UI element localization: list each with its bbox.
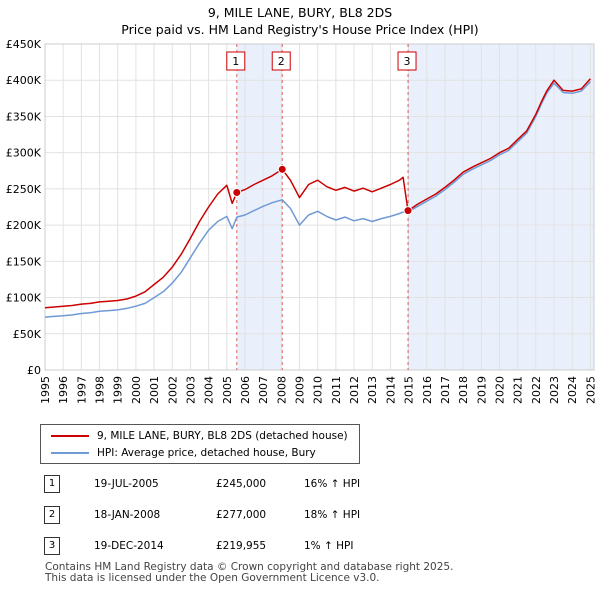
x-tick-label: 2002	[166, 376, 179, 404]
x-tick-label: 2021	[512, 376, 525, 404]
x-tick-label: 2006	[239, 376, 252, 404]
y-tick-label: £250K	[6, 183, 42, 196]
x-tick-label: 1996	[57, 376, 70, 404]
x-tick-label: 1999	[112, 376, 125, 404]
x-tick-label: 2004	[203, 376, 216, 404]
x-tick-label: 2009	[294, 376, 307, 404]
x-axis-labels: 1995 1996 1997 1998 1999 2000 2001 2002 2003 2004…	[39, 376, 597, 404]
x-tick-label: 2022	[530, 376, 543, 404]
legend-hpi-swatch	[51, 452, 89, 454]
x-tick-label: 2015	[403, 376, 416, 404]
x-tick-label: 2003	[184, 376, 197, 404]
footer-licence: This data is licensed under the Open Gov…	[45, 572, 380, 584]
transaction-label: 2	[278, 55, 285, 68]
hpi-series-line	[44, 81, 591, 318]
x-tick-label: 2025	[584, 376, 597, 404]
y-tick-label: £350K	[6, 110, 42, 123]
x-tick-label: 2014	[384, 376, 397, 404]
y-tick-label: £300K	[6, 147, 42, 160]
x-tick-label: 1998	[94, 376, 107, 404]
x-tick-label: 2001	[148, 376, 161, 404]
chart-title-block: 9, MILE LANE, BURY, BL8 2DS Price paid v…	[0, 4, 600, 38]
y-tick-label: £100K	[6, 292, 42, 305]
legend-price-swatch	[51, 435, 89, 437]
x-tick-label: 2016	[421, 376, 434, 404]
transaction-label-box	[226, 51, 246, 71]
x-tick-label: 2013	[366, 376, 379, 404]
x-tick-label: 1997	[75, 376, 88, 404]
x-tick-label: 2005	[221, 376, 234, 404]
x-tick-label: 2023	[548, 376, 561, 404]
transaction-label-box	[271, 51, 291, 71]
x-tick-label: 1995	[39, 376, 52, 404]
transaction-point	[232, 188, 242, 198]
highlight-band	[408, 44, 594, 370]
chart-title: 9, MILE LANE, BURY, BL8 2DS	[207, 5, 393, 20]
y-tick-label: £450K	[6, 38, 42, 51]
transaction-point	[277, 164, 287, 174]
x-tick-label: 2008	[275, 376, 288, 404]
footer: Contains HM Land Registry data © Crown c…	[45, 562, 453, 584]
chart-subtitle: Price paid vs. HM Land Registry's House …	[121, 22, 479, 37]
transaction-date: 19-JUL-2005	[94, 478, 159, 490]
footer-copyright: Contains HM Land Registry data © Crown c…	[45, 561, 454, 573]
transaction-number: 3	[44, 537, 60, 555]
x-tick-label: 2018	[457, 376, 470, 404]
transaction-number: 2	[44, 506, 60, 524]
transaction-price: £219,955	[216, 540, 267, 552]
series-lines	[44, 78, 591, 318]
legend-item-hpi: HPI: Average price, detached house, Bury	[51, 445, 316, 461]
price-chart: £0 £50K £100K £150K £200K £250K £300K £350K £400…	[6, 38, 598, 404]
y-tick-label: £400K	[6, 74, 42, 87]
x-tick-label: 2007	[257, 376, 270, 404]
transaction-label-box	[397, 51, 417, 71]
legend-price-label: 9, MILE LANE, BURY, BL8 2DS (detached ho…	[97, 430, 348, 442]
legend-hpi-label: HPI: Average price, detached house, Bury	[97, 447, 316, 459]
x-tick-label: 2024	[566, 376, 579, 404]
y-tick-label: £200K	[6, 219, 42, 232]
x-tick-label: 2010	[312, 376, 325, 404]
highlight-band	[236, 44, 283, 370]
y-axis-labels: £0 £50K £100K £150K £200K £250K £300K £350K £400…	[6, 38, 42, 377]
y-tick-label: £0	[27, 364, 41, 377]
transaction-hpi-diff: 1% ↑ HPI	[304, 540, 354, 552]
grid-lines	[44, 43, 595, 371]
transaction-hpi-diff: 18% ↑ HPI	[304, 509, 361, 521]
highlight-bands	[236, 44, 594, 370]
x-tick-label: 2011	[330, 376, 343, 404]
transaction-label: 3	[404, 55, 411, 68]
transaction-date: 19-DEC-2014	[94, 540, 164, 552]
x-tick-label: 2020	[493, 376, 506, 404]
legend-item-price: 9, MILE LANE, BURY, BL8 2DS (detached ho…	[51, 428, 348, 444]
transaction-price: £245,000	[216, 478, 267, 490]
transaction-date: 18-JAN-2008	[94, 509, 161, 521]
legend: 9, MILE LANE, BURY, BL8 2DS (detached ho…	[40, 424, 360, 464]
transaction-price: £277,000	[216, 509, 267, 521]
transaction-markers: 1 2 3	[226, 51, 417, 216]
y-tick-label: £50K	[13, 328, 42, 341]
x-tick-label: 2000	[130, 376, 143, 404]
plot-frame	[44, 43, 595, 371]
x-tick-label: 2017	[439, 376, 452, 404]
transaction-label: 1	[232, 55, 239, 68]
price-series-line	[44, 78, 591, 309]
transaction-number: 1	[44, 475, 60, 493]
x-tick-label: 2019	[475, 376, 488, 404]
transaction-hpi-diff: 16% ↑ HPI	[304, 478, 361, 490]
x-tick-label: 2012	[348, 376, 361, 404]
y-tick-label: £150K	[6, 255, 42, 268]
transaction-point	[403, 206, 413, 216]
